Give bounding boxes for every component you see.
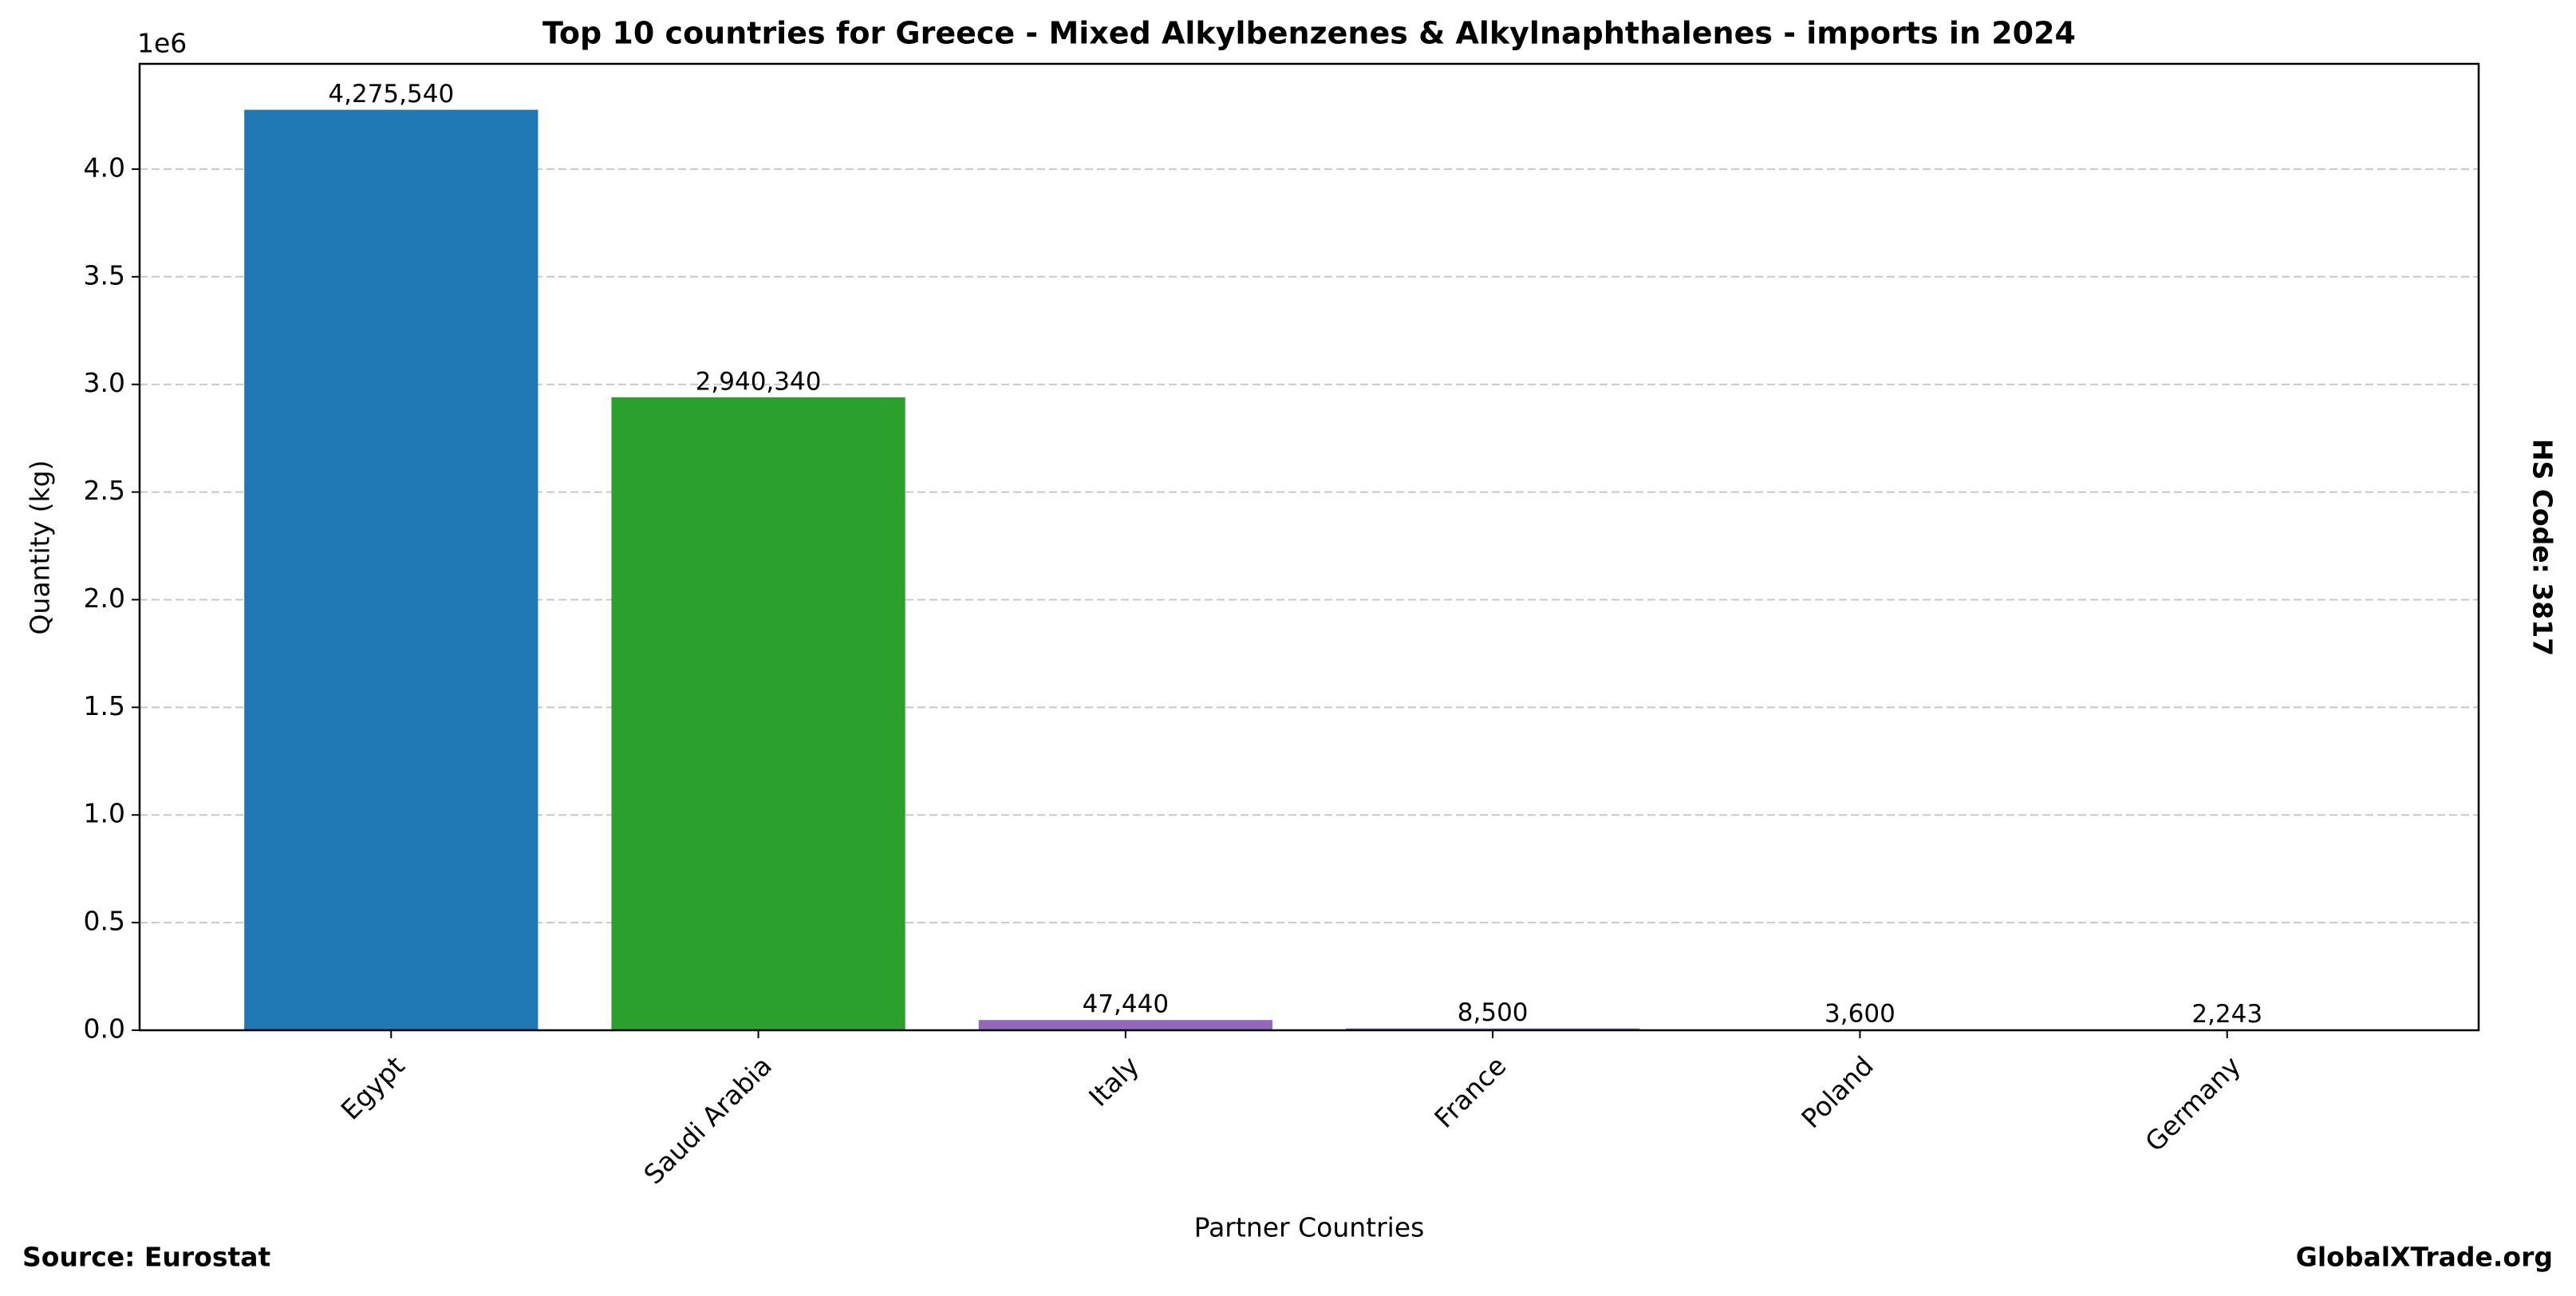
y-axis-label: Quantity (kg) <box>25 460 56 635</box>
value-label: 2,940,340 <box>696 367 822 396</box>
y-tick-label: 2.5 <box>84 475 125 506</box>
bar <box>244 109 538 1031</box>
x-tick-label: Germany <box>2139 1050 2247 1158</box>
x-tick-label: Egypt <box>335 1050 411 1126</box>
y-tick-label: 0.5 <box>84 906 125 937</box>
y-tick-label: 3.5 <box>84 259 125 290</box>
y-offset-label: 1e6 <box>137 28 187 59</box>
x-tick-label: Italy <box>1083 1050 1145 1112</box>
source-label: Source: Eurostat <box>22 1242 271 1273</box>
bar <box>611 397 905 1031</box>
bar <box>978 1020 1272 1030</box>
site-label: GlobalXTrade.org <box>2296 1242 2553 1273</box>
y-tick-label: 4.0 <box>84 152 125 183</box>
plot-frame <box>138 62 2480 1032</box>
value-label: 2,243 <box>2191 1000 2262 1029</box>
value-label: 8,500 <box>1458 998 1529 1027</box>
y-tick-label: 2.0 <box>84 583 125 614</box>
value-label: 4,275,540 <box>328 80 454 109</box>
value-label: 47,440 <box>1083 990 1169 1019</box>
y-tick-label: 0.0 <box>84 1013 125 1045</box>
x-tick-label: France <box>1428 1050 1512 1134</box>
chart-title: Top 10 countries for Greece - Mixed Alky… <box>542 16 2076 51</box>
side-label: HS Code: 3817 <box>2527 439 2558 656</box>
x-tick-label: Saudi Arabia <box>637 1050 778 1191</box>
x-axis-label: Partner Countries <box>1194 1212 1425 1243</box>
y-tick-label: 1.0 <box>84 798 125 829</box>
x-tick-label: Poland <box>1795 1050 1879 1134</box>
value-label: 3,600 <box>1825 1000 1896 1029</box>
y-tick-label: 3.0 <box>84 367 125 398</box>
y-tick-label: 1.5 <box>84 690 125 721</box>
